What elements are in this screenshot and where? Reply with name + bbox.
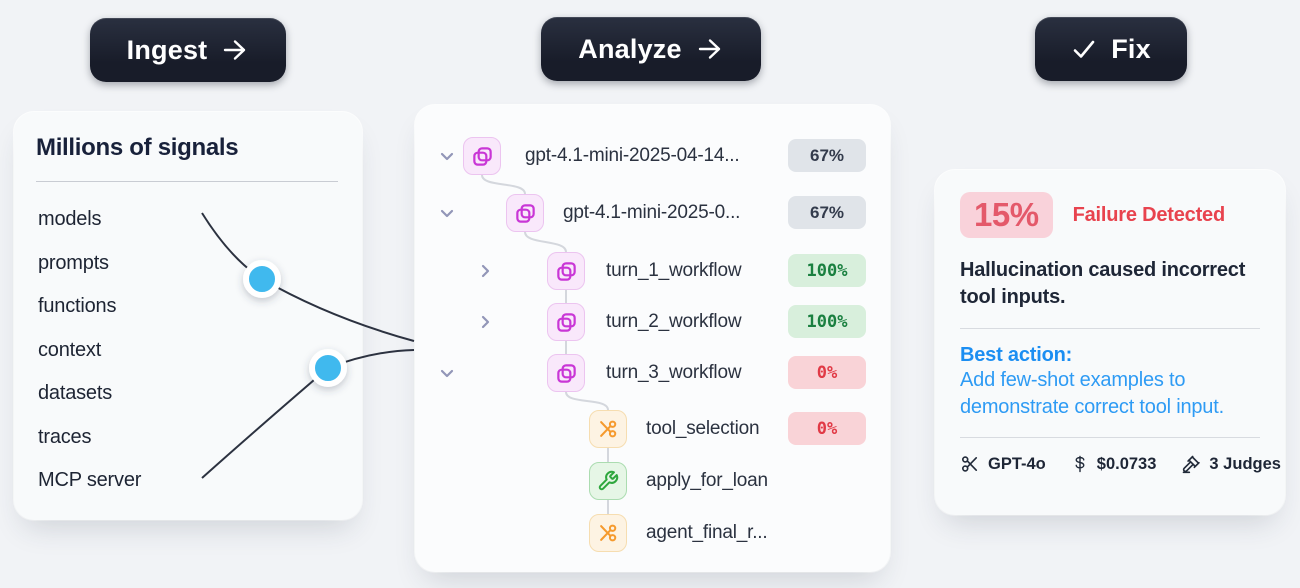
- best-action-text: Add few-shot examples to demonstrate cor…: [960, 369, 1224, 418]
- score-badge: 0%: [788, 412, 866, 445]
- cost-stat: $0.0733: [1071, 454, 1157, 474]
- best-action-label: Best action:: [960, 344, 1073, 366]
- workflow-group-icon: [547, 303, 585, 341]
- ingest-button-label: Ingest: [126, 34, 208, 65]
- workflow-group-icon: [547, 252, 585, 290]
- divider: [960, 328, 1260, 329]
- chevron-right-icon[interactable]: [476, 262, 494, 280]
- judges-value: 3 Judges: [1209, 454, 1281, 473]
- model-stat: GPT-4o: [960, 454, 1046, 474]
- tree-row[interactable]: gpt-4.1-mini-2025-04-14... 67%: [415, 136, 890, 176]
- tree-node-label: turn_1_workflow: [606, 260, 742, 281]
- tree-row[interactable]: turn_1_workflow 100%: [415, 251, 890, 291]
- ingest-button[interactable]: Ingest: [90, 18, 286, 82]
- tree-node-label: gpt-4.1-mini-2025-0...: [563, 202, 741, 223]
- score-badge: 0%: [788, 356, 866, 389]
- judges-stat: 3 Judges: [1181, 454, 1281, 474]
- tree-row[interactable]: tool_selection 0%: [415, 409, 890, 449]
- signal-item: prompts: [38, 251, 109, 274]
- failure-footer: GPT-4o $0.0733: [960, 454, 1281, 474]
- chevron-right-icon[interactable]: [476, 313, 494, 331]
- chevron-down-icon[interactable]: [438, 147, 456, 165]
- failure-status-label: Failure Detected: [1072, 203, 1226, 226]
- tree-row[interactable]: gpt-4.1-mini-2025-0... 67%: [415, 193, 890, 233]
- signal-item: context: [38, 338, 102, 361]
- signals-card: Millions of signals models prompts functio…: [14, 112, 362, 520]
- score-badge: 67%: [788, 139, 866, 172]
- score-badge: 100%: [788, 305, 866, 338]
- failure-percent-badge: 15%: [960, 192, 1053, 238]
- tree-node-label: apply_for_loan: [646, 470, 768, 491]
- workflow-group-icon: [547, 354, 585, 392]
- score-badge: 67%: [788, 196, 866, 229]
- tree-node-label: gpt-4.1-mini-2025-04-14...: [525, 145, 740, 166]
- branch-icon: [589, 410, 627, 448]
- score-badge: 100%: [788, 254, 866, 287]
- tree-row[interactable]: turn_2_workflow 100%: [415, 302, 890, 342]
- tree-row[interactable]: turn_3_workflow 0%: [415, 353, 890, 393]
- signal-item: MCP server: [38, 469, 142, 491]
- signal-item: traces: [38, 425, 92, 448]
- failure-header: 15% Failure Detected: [960, 192, 1260, 238]
- gavel-icon: [1181, 454, 1201, 474]
- analyze-button-label: Analyze: [578, 33, 682, 64]
- analyze-button[interactable]: Analyze: [541, 17, 761, 81]
- cost-value: $0.0733: [1096, 454, 1157, 473]
- signals-list: models prompts functions context datasets tra…: [38, 198, 342, 503]
- tree-row[interactable]: agent_final_r...: [415, 513, 890, 553]
- dollar-icon: [1071, 454, 1089, 474]
- fix-button-label: Fix: [1111, 33, 1151, 64]
- workflow-group-icon: [463, 137, 501, 175]
- check-icon: [1071, 37, 1097, 61]
- tree-node-label: tool_selection: [646, 418, 760, 439]
- chevron-down-icon[interactable]: [438, 364, 456, 382]
- workflow-group-icon: [506, 194, 544, 232]
- failure-card: 15% Failure Detected Hallucination cause…: [935, 170, 1285, 515]
- signals-card-title: Millions of signals: [36, 134, 239, 161]
- chevron-down-icon[interactable]: [438, 204, 456, 222]
- workflow-tree-card: gpt-4.1-mini-2025-04-14... 67% gpt-4.1-min…: [415, 105, 890, 572]
- fix-button[interactable]: Fix: [1035, 17, 1187, 81]
- tree-node-label: turn_2_workflow: [606, 311, 742, 332]
- branch-icon: [589, 514, 627, 552]
- tree-node-label: turn_3_workflow: [606, 362, 742, 383]
- divider: [960, 437, 1260, 439]
- arrow-right-icon: [221, 38, 249, 62]
- tree-node-label: agent_final_r...: [646, 522, 768, 543]
- divider: [36, 181, 338, 182]
- workflow-icon: [960, 454, 980, 474]
- failure-description: Hallucination caused incorrect tool inpu…: [960, 259, 1246, 308]
- arrow-right-icon: [696, 37, 724, 61]
- model-name: GPT-4o: [988, 454, 1046, 473]
- signal-item: models: [38, 208, 102, 230]
- signal-item: functions: [38, 295, 117, 317]
- signal-item: datasets: [38, 382, 113, 404]
- wrench-icon: [589, 462, 627, 500]
- tree-row[interactable]: apply_for_loan: [415, 461, 890, 501]
